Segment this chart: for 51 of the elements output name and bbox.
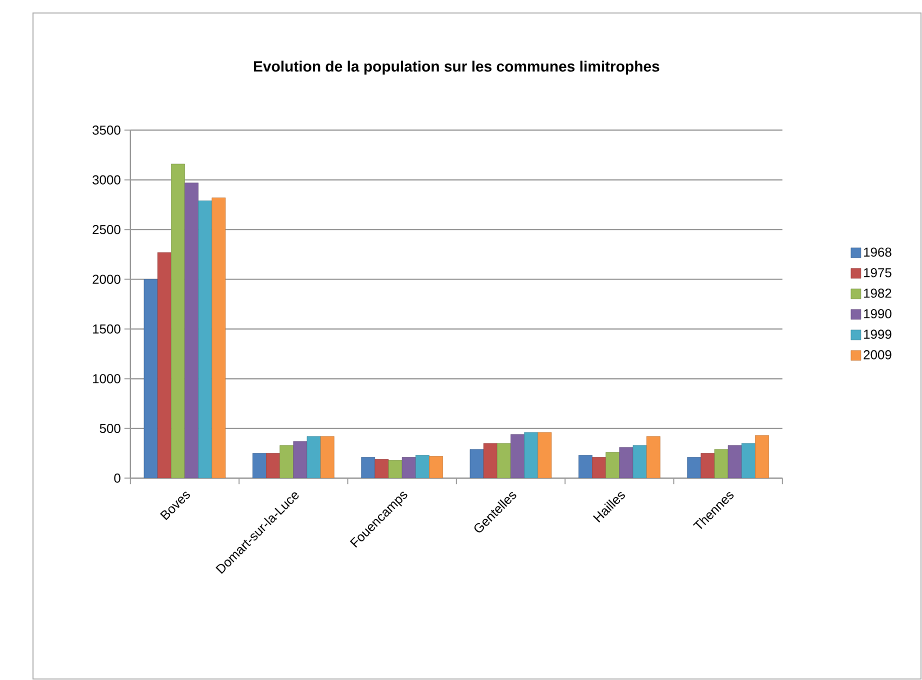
bar [388, 460, 402, 478]
bar [157, 252, 172, 478]
y-tick-label: 1500 [93, 324, 120, 334]
bar [416, 455, 430, 478]
legend-label: 2009 [864, 350, 892, 360]
bar [144, 279, 158, 478]
bar [252, 453, 266, 478]
bar [280, 445, 294, 478]
legend-label: 1982 [864, 288, 892, 298]
bar [728, 445, 742, 478]
bar [483, 443, 498, 478]
bar [374, 459, 389, 478]
bar [714, 449, 728, 478]
bar [510, 434, 524, 478]
bar [306, 436, 321, 478]
bar [470, 449, 484, 478]
bar [632, 445, 647, 478]
y-tick-label: 2000 [92, 274, 120, 284]
bar [184, 182, 198, 478]
bar [293, 441, 308, 478]
bar [700, 453, 715, 478]
bar [320, 436, 334, 478]
legend-label: 1968 [864, 248, 892, 257]
bar [497, 443, 511, 478]
y-tick-label: 2500 [92, 224, 120, 234]
legend-label: 1975 [864, 268, 892, 278]
bar [212, 198, 226, 478]
bar [606, 452, 620, 478]
legend-label: 1990 [864, 309, 892, 318]
bar [687, 457, 702, 478]
bar [361, 457, 376, 478]
bar [198, 200, 212, 478]
chart-title: Evolution de la population sur les communes limitrophes [254, 60, 660, 75]
bar [646, 436, 660, 478]
bar [402, 457, 416, 478]
bar [578, 455, 592, 478]
bar [524, 432, 538, 478]
bar [171, 164, 185, 478]
y-tick-label: 3000 [92, 175, 120, 184]
y-tick-label: 0 [114, 474, 120, 483]
bar [592, 457, 606, 478]
y-tick-label: 3500 [92, 126, 120, 135]
y-tick-label: 1000 [93, 374, 120, 384]
bar [755, 435, 769, 478]
bar [538, 432, 552, 478]
bar [742, 443, 756, 478]
legend-label: 1999 [864, 330, 892, 339]
bar [429, 456, 443, 478]
bar [266, 453, 280, 478]
y-tick-label: 500 [100, 424, 120, 434]
bar [619, 447, 634, 478]
